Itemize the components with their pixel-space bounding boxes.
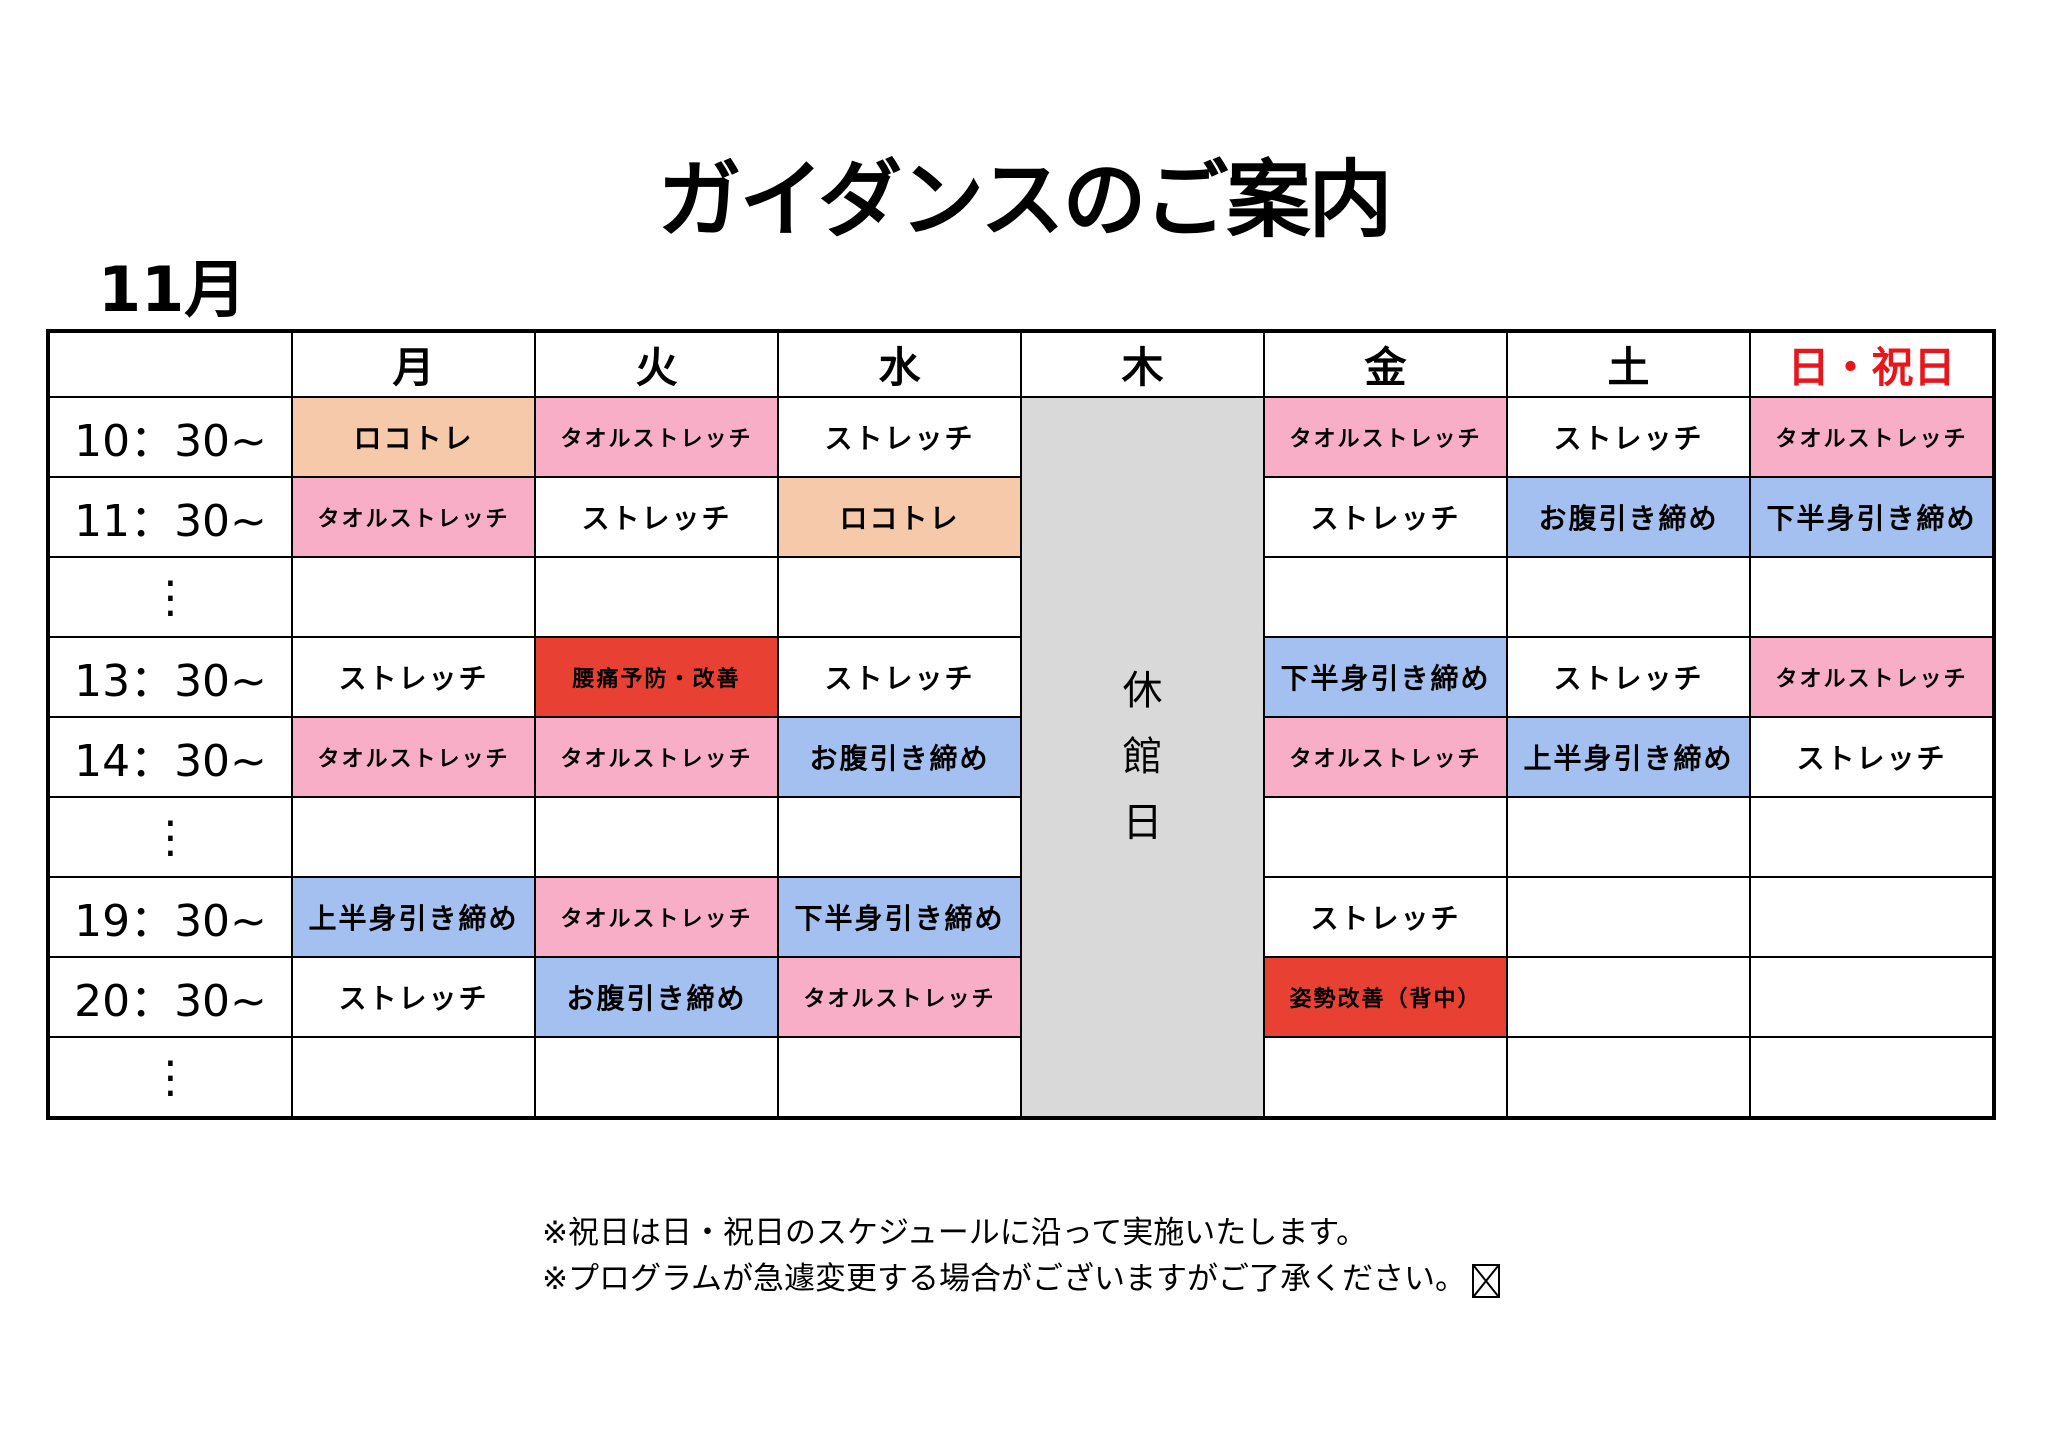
day-header: 木 xyxy=(1020,330,1265,398)
class-cell xyxy=(777,796,1022,878)
class-cell: ロコトレ xyxy=(777,476,1022,558)
day-header: 火 xyxy=(534,330,779,398)
note-change: ※プログラムが急遽変更する場合がございますがご了承ください。 xyxy=(542,1256,1501,1302)
class-cell: 上半身引き締め xyxy=(1506,716,1751,798)
class-cell: お腹引き締め xyxy=(1506,476,1751,558)
schedule-row: ⋮ xyxy=(47,1036,1995,1119)
class-cell xyxy=(1263,556,1508,638)
class-cell xyxy=(1506,1036,1751,1119)
class-cell xyxy=(291,556,536,638)
time-cell: 20：30~ xyxy=(47,956,293,1038)
day-header: 月 xyxy=(291,330,536,398)
class-cell xyxy=(1506,556,1751,638)
closed-day-cell: 休館日 xyxy=(1020,396,1265,1119)
notes: ※祝日は日・祝日のスケジュールに沿って実施いたします。 ※プログラムが急遽変更す… xyxy=(542,1210,1501,1302)
class-cell: 下半身引き締め xyxy=(777,876,1022,958)
day-header: 土 xyxy=(1506,330,1751,398)
schedule-row: ⋮ xyxy=(47,556,1995,638)
time-cell: 10：30~ xyxy=(47,396,293,478)
class-cell: お腹引き締め xyxy=(534,956,779,1038)
class-cell xyxy=(1749,796,1995,878)
missing-glyph-icon xyxy=(1472,1263,1501,1298)
note-holiday: ※祝日は日・祝日のスケジュールに沿って実施いたします。 xyxy=(542,1215,1368,1251)
note-change-text: ※プログラムが急遽変更する場合がございますがご了承ください。 xyxy=(542,1261,1467,1297)
class-cell: ストレッチ xyxy=(291,956,536,1038)
schedule-row: ⋮ xyxy=(47,796,1995,878)
class-cell: ストレッチ xyxy=(1749,716,1995,798)
class-cell: ストレッチ xyxy=(291,636,536,718)
class-cell: タオルストレッチ xyxy=(291,476,536,558)
time-cell: 19：30~ xyxy=(47,876,293,958)
page-title: ガイダンスのご案内 xyxy=(657,151,1393,249)
schedule-table: 月火水木金土日・祝日 10：30~ ロコトレ タオルストレッチ ストレッチ 休館日 タオルス… xyxy=(46,329,1996,1120)
time-cell: 14：30~ xyxy=(47,716,293,798)
time-cell: ⋮ xyxy=(47,796,293,878)
class-cell: 上半身引き締め xyxy=(291,876,536,958)
class-cell xyxy=(291,1036,536,1119)
class-cell xyxy=(1263,796,1508,878)
header-row: 月火水木金土日・祝日 xyxy=(47,330,1995,398)
class-cell: ストレッチ xyxy=(777,636,1022,718)
class-cell xyxy=(1749,556,1995,638)
class-cell xyxy=(777,556,1022,638)
class-cell: タオルストレッチ xyxy=(1263,716,1508,798)
class-cell: お腹引き締め xyxy=(777,716,1022,798)
header-corner xyxy=(47,330,293,398)
day-header: 金 xyxy=(1263,330,1508,398)
class-cell: 姿勢改善（背中） xyxy=(1263,956,1508,1038)
schedule-row: 14：30~ タオルストレッチ タオルストレッチ お腹引き締め タオルストレッチ 上半身引… xyxy=(47,716,1995,798)
class-cell xyxy=(534,1036,779,1119)
class-cell xyxy=(1506,956,1751,1038)
day-header: 水 xyxy=(777,330,1022,398)
schedule-row: 13：30~ ストレッチ 腰痛予防・改善 ストレッチ 下半身引き締め ストレッチ タオルスト… xyxy=(47,636,1995,718)
class-cell xyxy=(1506,796,1751,878)
class-cell: 腰痛予防・改善 xyxy=(534,636,779,718)
schedule-row: 10：30~ ロコトレ タオルストレッチ ストレッチ 休館日 タオルストレッチ ストレッチタ… xyxy=(47,396,1995,1119)
class-cell: ストレッチ xyxy=(1506,636,1751,718)
class-cell: ストレッチ xyxy=(777,396,1022,478)
class-cell: タオルストレッチ xyxy=(291,716,536,798)
class-cell xyxy=(1749,956,1995,1038)
class-cell xyxy=(1263,1036,1508,1119)
class-cell: 下半身引き締め xyxy=(1749,476,1995,558)
class-cell: タオルストレッチ xyxy=(1749,636,1995,718)
time-cell: 11：30~ xyxy=(47,476,293,558)
class-cell: ロコトレ xyxy=(291,396,536,478)
time-cell: ⋮ xyxy=(47,556,293,638)
schedule-row: 19：30~ 上半身引き締め タオルストレッチ 下半身引き締め ストレッチ xyxy=(47,876,1995,958)
month-label: 11月 xyxy=(98,253,247,326)
day-header: 日・祝日 xyxy=(1749,330,1995,398)
class-cell: タオルストレッチ xyxy=(777,956,1022,1038)
time-cell: 13：30~ xyxy=(47,636,293,718)
closed-label: 休館日 xyxy=(1122,668,1165,846)
class-cell xyxy=(777,1036,1022,1119)
class-cell: ストレッチ xyxy=(1506,396,1751,478)
time-cell: ⋮ xyxy=(47,1036,293,1119)
class-cell xyxy=(1749,1036,1995,1119)
class-cell xyxy=(1506,876,1751,958)
class-cell: タオルストレッチ xyxy=(534,396,779,478)
class-cell: ストレッチ xyxy=(534,476,779,558)
class-cell: ストレッチ xyxy=(1263,476,1508,558)
class-cell xyxy=(534,796,779,878)
class-cell: タオルストレッチ xyxy=(1749,396,1995,478)
class-cell: ストレッチ xyxy=(1263,876,1508,958)
class-cell: タオルストレッチ xyxy=(534,716,779,798)
class-cell: タオルストレッチ xyxy=(534,876,779,958)
class-cell: 下半身引き締め xyxy=(1263,636,1508,718)
class-cell xyxy=(534,556,779,638)
class-cell: タオルストレッチ xyxy=(1263,396,1508,478)
class-cell xyxy=(291,796,536,878)
schedule-row: 11：30~ タオルストレッチ ストレッチ ロコトレ ストレッチ お腹引き締め 下半身引き締… xyxy=(47,476,1995,558)
class-cell xyxy=(1749,876,1995,958)
schedule-row: 20：30~ ストレッチ お腹引き締め タオルストレッチ 姿勢改善（背中） xyxy=(47,956,1995,1038)
